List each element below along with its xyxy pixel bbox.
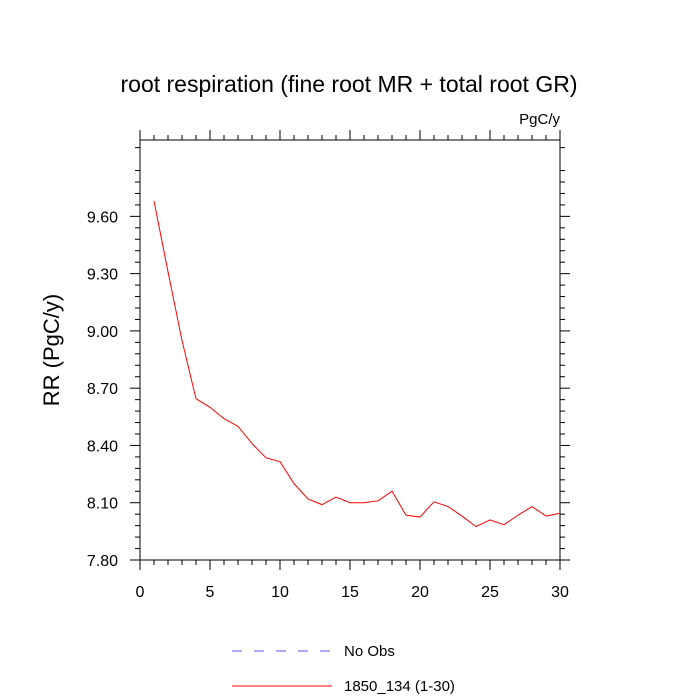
- x-tick-label: 30: [551, 584, 569, 601]
- x-tick-label: 0: [136, 584, 145, 601]
- legend: No Obs 1850_134 (1-30): [232, 643, 455, 695]
- axis-ticks: [130, 130, 570, 570]
- y-tick-label: 8.10: [87, 496, 118, 513]
- y-axis-label: RR (PgC/y): [39, 294, 64, 406]
- x-tick-label: 20: [411, 584, 429, 601]
- x-tick-label: 5: [206, 584, 215, 601]
- legend-label: No Obs: [344, 643, 395, 660]
- y-tick-label: 9.00: [87, 324, 118, 341]
- x-tick-label: 15: [341, 584, 359, 601]
- y-tick-label: 8.70: [87, 381, 118, 398]
- chart-title: root respiration (fine root MR + total r…: [121, 71, 578, 97]
- x-tick-label: 10: [271, 584, 289, 601]
- series-layer: [153, 200, 561, 528]
- legend-label: 1850_134 (1-30): [344, 678, 455, 695]
- units-label: PgC/y: [519, 111, 560, 128]
- axis-tick-labels: 0 5 10 15 20 25 30 7.80 8.10 8.40 8.70 9.00 9.30 9.60: [87, 209, 569, 601]
- y-tick-label: 8.40: [87, 438, 118, 455]
- x-tick-label: 25: [481, 584, 499, 601]
- y-tick-label: 9.30: [87, 267, 118, 284]
- plot-frame: [139, 139, 561, 561]
- y-tick-label: 9.60: [87, 209, 118, 226]
- series-line: [153, 200, 561, 528]
- y-tick-label: 7.80: [87, 553, 118, 570]
